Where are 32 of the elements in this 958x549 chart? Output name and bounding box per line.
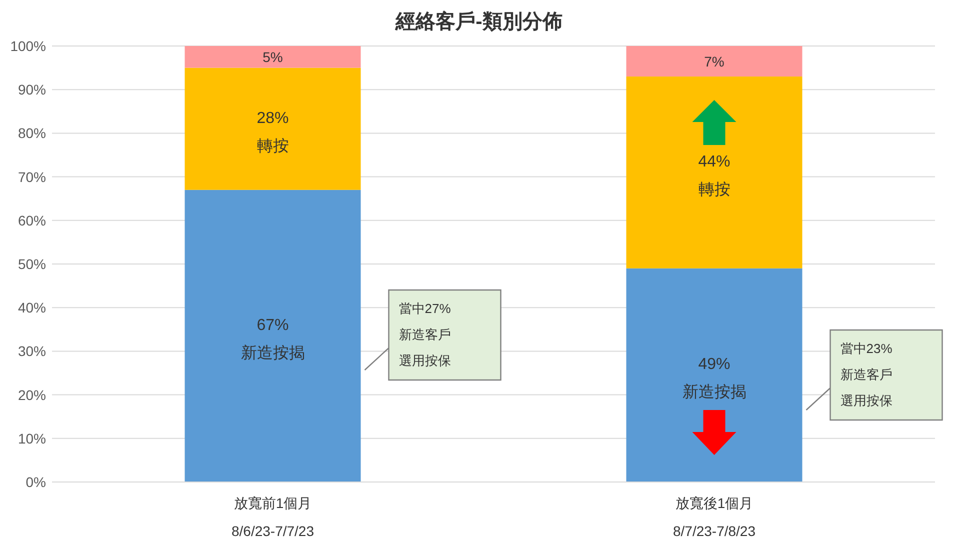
x-tick-label: 放寬前1個月 8/6/23-7/7/23	[231, 495, 314, 539]
text: 新造按揭	[682, 384, 746, 402]
data-label: 5%	[262, 48, 283, 65]
data-label: 67%	[256, 316, 289, 334]
data-label: 7%	[704, 53, 724, 70]
y-tick-label: 50%	[18, 256, 46, 272]
y-tick-label: 80%	[18, 125, 46, 142]
y-tick-label: 0%	[26, 474, 46, 490]
bar	[184, 68, 361, 190]
x-tick-label: 放寬後1個月 8/7/23-7/8/23	[672, 495, 756, 539]
text: 轉按	[698, 181, 730, 198]
y-tick-label: 100%	[10, 38, 46, 54]
data-label: 28%	[256, 110, 289, 127]
bar	[626, 268, 802, 482]
series-label: 轉按	[256, 136, 289, 155]
bar	[626, 76, 802, 268]
annotation: 當中27%新造客戶選用按保	[398, 300, 452, 370]
y-tick-label: 30%	[18, 343, 46, 360]
chart-title: 經絡客戶-類別分佈	[394, 10, 562, 33]
bar	[184, 190, 361, 482]
y-tick-label: 40%	[18, 300, 46, 316]
y-tick-label: 60%	[18, 212, 46, 228]
y-tick-label: 90%	[18, 82, 46, 98]
data-label: 44%	[698, 153, 730, 170]
y-tick-label: 10%	[18, 430, 46, 446]
data-label: 49%	[698, 356, 730, 374]
bar	[184, 46, 361, 68]
bar	[626, 46, 802, 77]
y-tick-label: 20%	[18, 386, 46, 403]
annotation: 當中23%新造客戶選用按保	[840, 340, 894, 410]
series-label: 新造按揭	[240, 344, 305, 362]
y-tick-label: 70%	[18, 168, 46, 185]
